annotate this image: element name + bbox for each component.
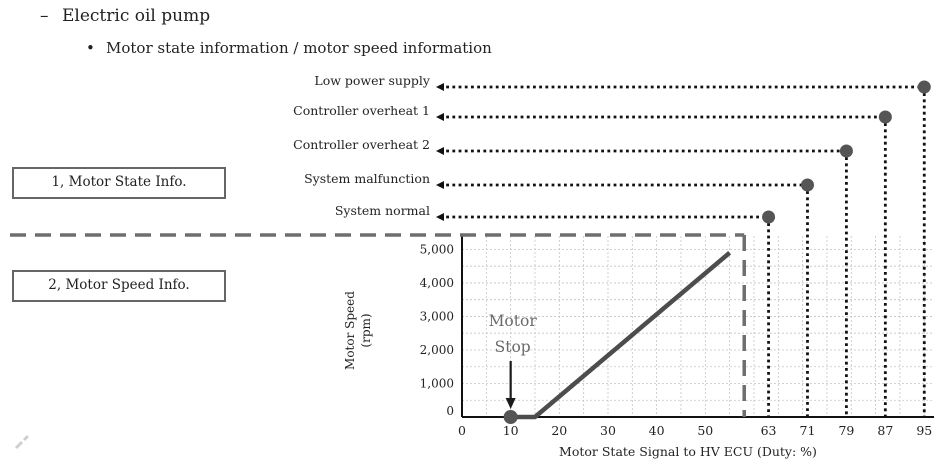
state-markers — [436, 80, 931, 417]
x-tick-label: 95 — [916, 423, 932, 438]
x-tick-label: 0 — [458, 423, 466, 438]
subsection-heading: • Motor state information / motor speed i… — [86, 39, 492, 57]
state-label: Low power supply — [314, 73, 431, 88]
motor-stop-arrowhead — [505, 398, 516, 409]
y-axis-label: Motor Speed (rpm) — [343, 291, 373, 370]
speed-line — [510, 251, 732, 420]
motor-stop-label: Motor — [489, 312, 538, 330]
chart-labels: 0 10 20 30 40 50 63 71 79 87 95 0 1,000 2,000 3,000 4,0… — [293, 73, 932, 459]
state-dot — [917, 80, 931, 94]
speed-series — [503, 251, 732, 424]
state-dot — [800, 178, 814, 192]
bullet-marker: • — [86, 39, 95, 57]
chart-grid — [462, 236, 934, 417]
state-dot — [839, 144, 853, 158]
state-label: Controller overheat 1 — [293, 103, 430, 118]
motor-speed-info-box: 2, Motor Speed Info. — [12, 270, 226, 302]
y-tick-label: 3,000 — [420, 309, 454, 323]
x-axis-label: Motor State Signal to HV ECU (Duty: %) — [559, 444, 817, 459]
state-dot — [762, 210, 776, 224]
y-axis-label-line: Motor Speed — [343, 291, 357, 370]
state-dot — [878, 110, 892, 124]
y-tick-label: 0 — [446, 404, 454, 418]
state-arrowhead — [436, 83, 444, 91]
x-tick-label: 30 — [600, 423, 616, 438]
y-tick-label: 5,000 — [420, 242, 454, 256]
state-label: System normal — [335, 203, 430, 218]
state-arrowhead — [436, 147, 444, 155]
section-title: Electric oil pump — [62, 6, 211, 26]
state-label: Controller overheat 2 — [293, 137, 430, 152]
x-tick-label: 63 — [761, 423, 777, 438]
x-tick-label: 79 — [838, 423, 854, 438]
state-arrowhead — [436, 213, 444, 221]
pen-icon — [12, 434, 32, 450]
state-arrowhead — [436, 113, 444, 121]
x-tick-label: 50 — [697, 423, 713, 438]
chart-axes — [461, 236, 934, 418]
y-tick-label: 2,000 — [420, 343, 454, 357]
y-tick-label: 4,000 — [420, 276, 454, 290]
subsection-title: Motor state information / motor speed in… — [106, 39, 492, 57]
section-heading: – Electric oil pump — [40, 6, 210, 26]
dash-marker: – — [40, 6, 49, 26]
motor-stop-dot — [503, 410, 518, 424]
x-tick-label: 87 — [877, 423, 893, 438]
x-tick-label: 71 — [800, 423, 816, 438]
state-label: System malfunction — [304, 171, 430, 186]
motor-stop-label: Stop — [495, 338, 531, 356]
x-tick-label: 20 — [551, 423, 567, 438]
motor-state-info-box: 1, Motor State Info. — [12, 167, 226, 199]
x-tick-label: 40 — [649, 423, 665, 438]
info-dividers — [10, 233, 746, 417]
state-arrowhead — [436, 181, 444, 189]
y-tick-label: 1,000 — [420, 376, 454, 390]
y-axis-label-line: (rpm) — [359, 313, 373, 347]
x-tick-label: 10 — [503, 423, 519, 438]
